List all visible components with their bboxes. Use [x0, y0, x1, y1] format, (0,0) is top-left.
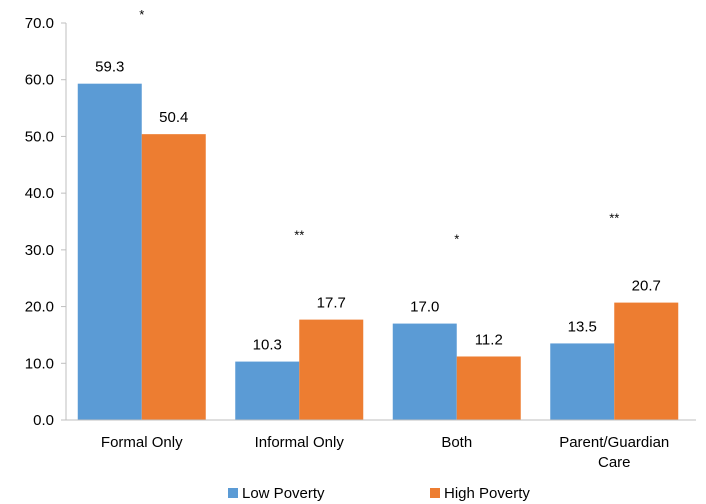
- category-label: Formal Only: [101, 434, 183, 451]
- legend-swatch: [228, 488, 238, 498]
- bar-low-poverty: [550, 343, 615, 420]
- bar-high-poverty: [299, 319, 364, 420]
- bar-low-poverty: [77, 83, 142, 420]
- data-label: 17.7: [317, 295, 346, 312]
- category-label: Care: [598, 454, 631, 471]
- bar-high-poverty: [456, 356, 521, 420]
- bar-high-poverty: [141, 134, 206, 420]
- bars: [77, 83, 679, 420]
- y-tick-label: 50.0: [25, 128, 54, 145]
- significance-marker: **: [294, 228, 304, 243]
- significance-marker: *: [454, 232, 459, 247]
- y-tick-label: 70.0: [25, 15, 54, 32]
- legend: Low Poverty High Poverty: [228, 485, 530, 502]
- data-label: 13.5: [568, 318, 597, 335]
- y-axis: 0.0 10.0 20.0 30.0 40.0 50.0 60.0 70.0: [25, 15, 67, 429]
- data-label: 50.4: [159, 109, 188, 126]
- data-label: 17.0: [410, 299, 439, 316]
- category-label: Parent/Guardian: [559, 434, 669, 451]
- y-tick-label: 20.0: [25, 299, 54, 316]
- category-label: Informal Only: [255, 434, 345, 451]
- significance-marker: **: [609, 211, 619, 226]
- significance-marker: *: [139, 7, 144, 22]
- data-labels: 59.3 50.4 10.3 17.7 17.0 11.2 13.5 20.7: [95, 59, 661, 354]
- data-label: 11.2: [475, 331, 503, 348]
- significance-markers: *** ***: [139, 7, 619, 247]
- y-tick-label: 40.0: [25, 185, 54, 202]
- bar-low-poverty: [392, 323, 457, 420]
- y-tick-label: 60.0: [25, 72, 54, 89]
- bar-low-poverty: [235, 361, 300, 420]
- x-axis: Formal Only Informal Only Both Parent/Guard…: [66, 419, 696, 471]
- data-label: 20.7: [632, 278, 661, 295]
- bar-high-poverty: [614, 302, 679, 420]
- y-tick-label: 30.0: [25, 242, 54, 259]
- category-label: Both: [441, 434, 472, 451]
- data-label: 59.3: [95, 59, 124, 76]
- y-tick-label: 0.0: [33, 412, 54, 429]
- legend-swatch: [430, 488, 440, 498]
- y-tick-label: 10.0: [25, 355, 54, 372]
- legend-label: High Poverty: [444, 485, 530, 502]
- data-label: 10.3: [253, 337, 282, 354]
- legend-label: Low Poverty: [242, 485, 325, 502]
